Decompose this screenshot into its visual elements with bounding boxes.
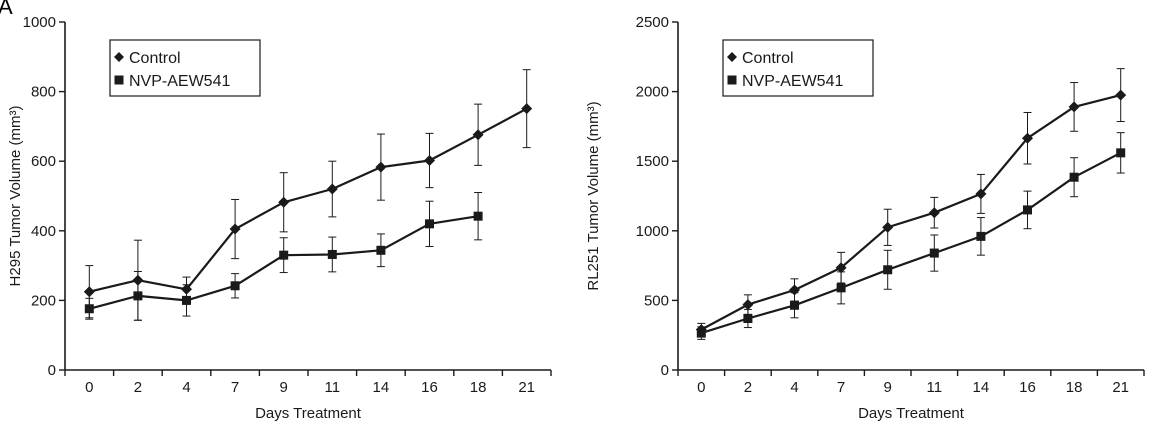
data-point bbox=[327, 249, 337, 259]
data-point bbox=[929, 248, 939, 258]
data-point bbox=[376, 245, 386, 255]
data-point bbox=[696, 328, 706, 338]
legend-label: Control bbox=[742, 50, 794, 67]
data-point bbox=[1068, 101, 1080, 113]
data-point bbox=[278, 196, 290, 208]
x-tick-label: 14 bbox=[973, 379, 990, 396]
series-line bbox=[89, 107, 528, 293]
y-tick-label: 2500 bbox=[636, 14, 669, 31]
legend-label: Control bbox=[129, 50, 181, 67]
x-tick-label: 4 bbox=[182, 379, 190, 396]
data-point bbox=[836, 283, 846, 293]
y-tick-label: 800 bbox=[31, 84, 56, 101]
x-tick-label: 21 bbox=[518, 379, 535, 396]
data-point bbox=[229, 223, 241, 235]
data-point bbox=[976, 231, 986, 241]
data-point bbox=[326, 183, 338, 195]
x-tick-label: 18 bbox=[470, 379, 487, 396]
legend-label: NVP-AEW541 bbox=[129, 73, 230, 90]
y-tick-label: 500 bbox=[644, 292, 669, 309]
data-point bbox=[425, 219, 434, 229]
data-point bbox=[882, 221, 894, 233]
series-control bbox=[83, 69, 533, 321]
y-tick-label: 0 bbox=[661, 362, 669, 379]
panel-label: A bbox=[0, 0, 13, 19]
data-point bbox=[1069, 172, 1079, 182]
legend-label: NVP-AEW541 bbox=[742, 73, 843, 90]
x-tick-label: 7 bbox=[837, 379, 845, 396]
x-tick-label: 14 bbox=[373, 379, 390, 396]
data-point bbox=[1022, 132, 1033, 144]
x-axis-title: Days Treatment bbox=[858, 405, 965, 422]
series-line bbox=[700, 94, 1121, 331]
y-tick-label: 1000 bbox=[23, 14, 56, 31]
legend-marker-diamond bbox=[114, 52, 124, 62]
data-point bbox=[375, 161, 387, 173]
legend-marker-square bbox=[114, 75, 124, 85]
y-tick-label: 2000 bbox=[636, 84, 669, 101]
legend-box bbox=[109, 39, 261, 97]
data-point bbox=[742, 299, 754, 311]
data-point bbox=[424, 155, 435, 167]
data-point bbox=[928, 207, 940, 219]
x-tick-label: 16 bbox=[421, 379, 438, 396]
legend: Control NVP-AEW541 bbox=[722, 39, 874, 97]
legend-box bbox=[722, 39, 874, 97]
data-point bbox=[230, 281, 240, 291]
x-tick-label: 4 bbox=[790, 379, 798, 396]
x-tick-label: 18 bbox=[1066, 379, 1083, 396]
series-line bbox=[700, 151, 1122, 335]
data-point bbox=[182, 295, 191, 305]
data-point bbox=[521, 103, 533, 115]
data-point bbox=[743, 313, 753, 323]
data-point bbox=[84, 304, 94, 314]
legend: Control NVP-AEW541 bbox=[109, 39, 261, 97]
y-tick-label: 200 bbox=[31, 292, 56, 309]
series-control bbox=[695, 68, 1127, 337]
y-tick-label: 0 bbox=[48, 362, 56, 379]
data-point bbox=[83, 286, 95, 298]
y-axis-title: H295 Tumor Volume (mm³) bbox=[7, 106, 24, 287]
x-axis-title: Days Treatment bbox=[255, 405, 362, 422]
data-point bbox=[472, 129, 484, 141]
chart-rl251: 0 500 1000 1500 2000 2500 0 2 4 7 9 11 14 16 18 21 Days … bbox=[585, 14, 1145, 422]
x-tick-label: 2 bbox=[744, 379, 752, 396]
chart-h295: 0 200 400 600 800 1000 0 2 4 7 9 11 14 16 18 21 Days Tre… bbox=[7, 14, 552, 422]
y-tick-label: 1500 bbox=[636, 153, 669, 170]
x-tick-label: 9 bbox=[884, 379, 892, 396]
x-tick-label: 21 bbox=[1112, 379, 1129, 396]
data-point bbox=[883, 265, 893, 275]
y-tick-label: 400 bbox=[31, 223, 56, 240]
legend-marker-diamond bbox=[727, 52, 737, 62]
y-axis-title: RL251 Tumor Volume (mm³) bbox=[585, 101, 602, 290]
x-tick-label: 11 bbox=[927, 379, 943, 396]
data-point bbox=[1023, 205, 1032, 215]
y-tick-label: 1000 bbox=[636, 223, 669, 240]
data-point bbox=[790, 300, 799, 310]
x-tick-label: 16 bbox=[1019, 379, 1036, 396]
x-tick-label: 2 bbox=[134, 379, 142, 396]
series-nvp-aew541 bbox=[696, 132, 1126, 340]
data-point bbox=[279, 250, 289, 260]
x-tick-label: 9 bbox=[280, 379, 288, 396]
x-tick-label: 7 bbox=[231, 379, 239, 396]
data-point bbox=[975, 188, 987, 200]
x-tick-label: 11 bbox=[325, 379, 341, 396]
y-tick-label: 600 bbox=[31, 153, 56, 170]
data-point bbox=[1115, 89, 1127, 101]
data-point bbox=[835, 262, 847, 274]
data-point bbox=[133, 291, 143, 301]
legend-marker-square bbox=[727, 75, 737, 85]
x-tick-label: 0 bbox=[85, 379, 93, 396]
x-tick-label: 0 bbox=[697, 379, 705, 396]
data-point bbox=[473, 211, 483, 221]
data-point bbox=[1116, 148, 1126, 158]
series-nvp-aew541 bbox=[84, 192, 483, 321]
